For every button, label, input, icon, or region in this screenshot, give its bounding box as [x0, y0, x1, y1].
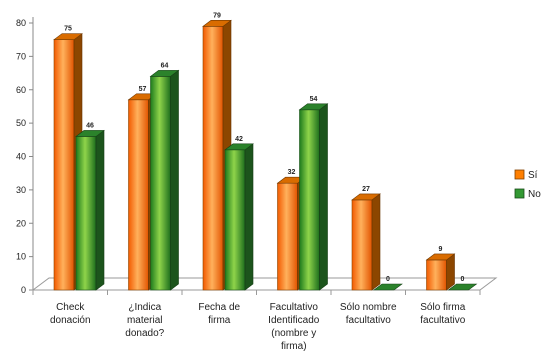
- y-tick-label: 70: [16, 51, 26, 61]
- legend: Sí No: [514, 169, 541, 200]
- bar: [75, 129, 105, 291]
- bar: [447, 283, 478, 291]
- y-tick-label: 0: [21, 285, 26, 295]
- legend-label: No: [528, 189, 541, 200]
- y-tick-label: 30: [16, 185, 26, 195]
- y-tick-label: 40: [16, 152, 26, 162]
- x-category-label: Sólo firma facultativo: [420, 302, 465, 326]
- bar-top: [75, 130, 105, 137]
- bar: [149, 69, 180, 291]
- y-tick-label: 10: [16, 252, 26, 262]
- bar-top: [373, 283, 403, 291]
- bar-front: [202, 26, 224, 291]
- legend-label: Sí: [528, 170, 538, 181]
- data-label: 0: [461, 276, 465, 283]
- data-label: 46: [86, 122, 94, 129]
- bar-side: [244, 143, 254, 291]
- bar-side: [95, 129, 105, 291]
- data-label: 64: [161, 62, 169, 69]
- bar-side: [170, 69, 179, 291]
- data-label: 32: [288, 169, 296, 176]
- bars: [53, 19, 478, 291]
- x-category-label: ¿Indica material donado?: [125, 302, 164, 339]
- data-label: 54: [310, 96, 318, 103]
- bar-front: [150, 76, 171, 291]
- bar-front: [426, 259, 447, 291]
- labels: 75 46 Check donación 57 64 ¿Indica material dona…: [50, 12, 466, 352]
- x-category-label: Fecha de firma: [198, 302, 240, 326]
- data-label: 9: [439, 246, 443, 253]
- x-category-label: Sólo nombre facultativo: [340, 302, 397, 326]
- bar-top: [53, 33, 83, 40]
- y-tick-label: 50: [16, 118, 26, 128]
- bar-side: [319, 103, 328, 291]
- legend-swatch: [514, 169, 525, 180]
- bar: [224, 143, 254, 291]
- x-category-label: Check donación: [50, 302, 91, 326]
- data-label: 0: [386, 276, 390, 283]
- bar-top: [149, 70, 180, 77]
- bar-front: [351, 199, 373, 291]
- bar-front: [128, 99, 149, 291]
- x-category-label: Facultativo Identificado (nombre y firma): [268, 302, 320, 352]
- data-label: 27: [362, 186, 370, 193]
- data-label: 57: [139, 86, 147, 93]
- bar-side: [371, 193, 381, 291]
- bar-front: [277, 182, 298, 291]
- bar-top: [202, 20, 232, 27]
- bar: [351, 193, 381, 291]
- legend-swatch: [514, 188, 525, 199]
- axes: 0 10 20 30 40 50 60 70 80: [16, 17, 34, 295]
- bar-top: [298, 103, 329, 111]
- bar-top: [425, 253, 456, 261]
- bar-front: [224, 149, 246, 291]
- bar-front: [53, 39, 75, 291]
- bar-top: [351, 193, 381, 201]
- bar: [425, 253, 456, 291]
- bar-front: [75, 136, 97, 291]
- y-tick-label: 80: [16, 18, 26, 28]
- bar-top: [447, 283, 478, 291]
- data-label: 42: [235, 136, 243, 143]
- y-tick-label: 60: [16, 85, 26, 95]
- bar-top: [224, 143, 254, 151]
- bar-front: [299, 109, 320, 291]
- data-label: 79: [213, 12, 221, 19]
- bar: [298, 103, 329, 291]
- y-tick-label: 20: [16, 218, 26, 228]
- data-label: 75: [64, 26, 72, 33]
- bar: [373, 283, 403, 291]
